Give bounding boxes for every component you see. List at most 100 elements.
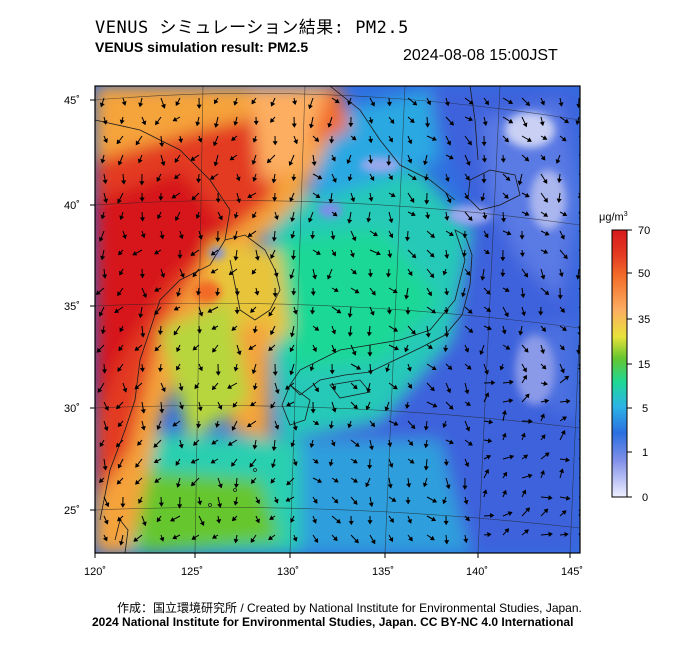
wind-arrow-head — [312, 518, 317, 524]
wind-arrow-head — [331, 329, 337, 335]
wind-arrow-head — [154, 249, 159, 255]
wind-arrow-head — [585, 233, 588, 236]
wind-arrow-head — [560, 345, 565, 351]
lon-tick-label: 130˚ — [277, 566, 299, 578]
wind-arrow-head — [404, 404, 410, 409]
wind-arrow-head — [560, 429, 566, 435]
wind-arrow-head — [387, 253, 393, 259]
wind-arrow-head — [161, 387, 166, 393]
wind-arrow-head — [484, 392, 490, 398]
wind-arrow-head — [431, 308, 436, 314]
wind-arrow-head — [423, 176, 429, 181]
wind-arrow-head — [250, 537, 256, 543]
wind-arrow-head — [98, 237, 104, 242]
wind-arrow-head — [487, 438, 493, 444]
wind-arrow-head — [480, 196, 486, 202]
wind-arrow-head — [410, 329, 416, 335]
wind-arrow-head — [196, 178, 202, 184]
wind-arrow-head — [387, 442, 393, 448]
wind-arrow-head — [366, 331, 372, 337]
wind-arrow-head — [387, 483, 393, 489]
wind-arrow-head — [191, 195, 197, 201]
wind-arrow-head — [543, 197, 548, 203]
wind-arrow-head — [443, 461, 449, 466]
wind-arrow-head — [423, 443, 429, 449]
wind-arrow-head — [177, 254, 183, 259]
wind-arrow-head — [429, 252, 435, 258]
wind-arrow-head — [213, 123, 219, 128]
wind-arrow-head — [579, 526, 580, 528]
wind-arrow-head — [388, 218, 394, 224]
wind-arrow-head — [449, 120, 454, 126]
wind-arrow-head — [555, 159, 561, 164]
wind-arrow-head — [331, 348, 337, 354]
wind-arrow-head — [392, 288, 398, 294]
wind-arrow-head — [466, 365, 472, 370]
wind-arrow-head — [501, 329, 507, 335]
wind-arrow-head — [366, 217, 372, 223]
wind-arrow-head — [367, 464, 373, 470]
wind-arrow-head — [227, 384, 233, 389]
wind-arrow-head — [448, 154, 454, 160]
wind-arrow-head — [138, 498, 143, 504]
wind-arrow-head — [236, 350, 242, 356]
wind-arrow-head — [315, 193, 321, 199]
wind-arrow-head — [480, 276, 486, 281]
wind-arrow-head — [173, 305, 179, 311]
wind-arrow-head — [391, 497, 397, 502]
wind-arrow-head — [102, 274, 108, 279]
wind-arrow-head — [213, 99, 219, 105]
wind-arrow-head — [159, 536, 165, 542]
credit-line: 作成：国立環境研究所 / Created by National Institu… — [117, 601, 582, 615]
wind-arrow-head — [103, 138, 108, 144]
wind-arrow-head — [102, 179, 108, 185]
wind-arrow-head — [122, 234, 127, 240]
wind-arrow-head — [423, 160, 429, 166]
wind-arrow-head — [119, 541, 124, 546]
wind-arrow-head — [174, 174, 179, 180]
wind-arrow-head — [312, 498, 318, 504]
wind-arrow-head — [98, 478, 104, 483]
wind-arrow-head — [368, 119, 374, 124]
wind-arrow-head — [190, 156, 196, 161]
wind-arrow-head — [231, 136, 236, 141]
wind-arrow-head — [157, 214, 162, 220]
wind-arrow-head — [463, 538, 469, 544]
wind-arrow-head — [422, 482, 428, 488]
wind-arrow-head — [272, 197, 278, 202]
wind-arrow-head — [352, 384, 358, 390]
wind-arrow-head — [293, 139, 299, 145]
wind-arrow-head — [313, 458, 319, 464]
wind-arrow-head — [409, 197, 415, 203]
wind-arrow-head — [388, 137, 393, 143]
wind-arrow-head — [135, 462, 140, 468]
wind-arrow-head — [347, 313, 353, 318]
wind-arrow-head — [544, 290, 550, 296]
wind-arrow-head — [247, 232, 253, 237]
longitude-axis: 120˚ 125˚ 130˚ 135˚ 140˚ 145˚ — [84, 553, 583, 578]
wind-arrow-head — [465, 270, 471, 276]
wind-arrow-head — [504, 528, 510, 533]
wind-arrow-head — [102, 369, 108, 374]
wind-arrow-head — [114, 308, 120, 313]
wind-arrow-head — [271, 178, 277, 184]
wind-arrow-head — [119, 270, 124, 276]
wind-arrow-head — [274, 215, 279, 221]
wind-arrow-head — [464, 347, 470, 353]
wind-arrow-head — [354, 538, 359, 544]
wind-arrow-head — [468, 100, 474, 105]
wind-arrow-head — [406, 366, 412, 372]
wind-arrow-head — [331, 407, 337, 413]
wind-arrow-head — [266, 158, 272, 164]
title-japanese: VENUS シミュレーション結果: PM2.5 — [95, 18, 409, 38]
wind-arrow-head — [462, 485, 468, 490]
wind-arrow-head — [100, 255, 106, 261]
wind-arrow-head — [102, 465, 108, 471]
lon-tick-label: 135˚ — [372, 566, 394, 578]
wind-arrow-head — [117, 250, 123, 256]
wind-arrow-head — [500, 272, 506, 277]
title-english: VENUS simulation result: PM2.5 — [95, 39, 309, 55]
wind-arrow-head — [327, 122, 333, 128]
wind-arrow-head — [356, 365, 362, 370]
